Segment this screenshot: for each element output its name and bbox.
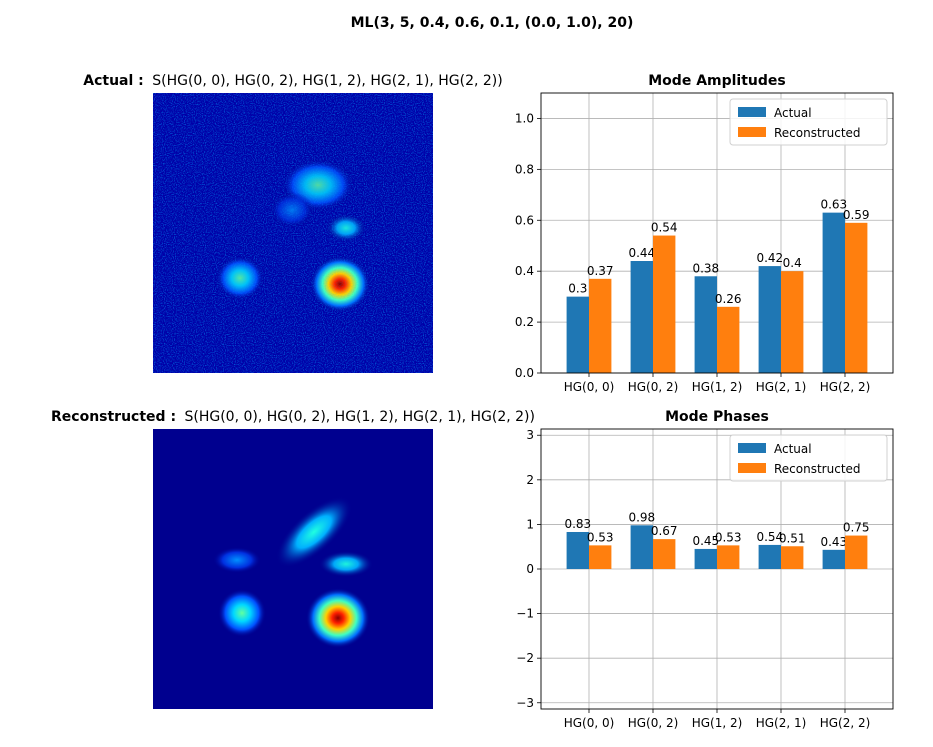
mode-amplitudes-chart: Mode Amplitudes 0.0 0.2 0.4 0.6 0.8 1.0 HG(0, 0… xyxy=(515,73,894,394)
bar-data-label: 0.53 xyxy=(715,530,742,544)
x-tick-label: HG(1, 2) xyxy=(692,380,743,394)
axes-frame xyxy=(540,428,894,710)
bar-data-label: 0.43 xyxy=(820,535,847,549)
bar-data-label: 0.83 xyxy=(564,517,591,531)
bar-actual-2 xyxy=(694,548,717,569)
bar-data-label: 0.44 xyxy=(628,246,655,260)
legend-swatch-actual xyxy=(738,107,766,117)
bar-data-label: 0.51 xyxy=(779,531,806,545)
y-tick-label: 1 xyxy=(526,517,534,531)
bar-reconstructed-0 xyxy=(589,545,612,569)
legend: Actual Reconstructed xyxy=(729,434,888,482)
mode-phases-chart: Mode Phases −3 −2 −1 0 1 2 3 HG(0, 0) HG(0, 2) HG(… xyxy=(516,409,894,730)
bar-data-label: 0.75 xyxy=(843,521,870,535)
y-tick-label: 3 xyxy=(526,428,534,442)
bar-data-label: 0.45 xyxy=(692,534,719,548)
figure-suptitle: ML(3, 5, 0.4, 0.6, 0.1, (0.0, 1.0), 20) xyxy=(351,15,634,31)
legend-swatch-reconstructed xyxy=(738,127,766,137)
reconstructed-image-title: Reconstructed : S(HG(0, 0), HG(0, 2), HG… xyxy=(51,409,535,425)
reconstructed-title-prefix: Reconstructed : xyxy=(51,409,176,425)
x-tick-label: HG(0, 0) xyxy=(564,716,615,730)
bar-data-label: 0.38 xyxy=(692,261,719,275)
x-tick-label: HG(2, 2) xyxy=(820,716,871,730)
y-tick-label: 1.0 xyxy=(515,111,534,125)
bar-data-label: 0.59 xyxy=(843,208,870,222)
bar-actual-0 xyxy=(566,531,589,569)
bar-data-label: 0.42 xyxy=(756,251,783,265)
bar-data-label: 0.26 xyxy=(715,292,742,306)
bar-data-label: 0.37 xyxy=(587,264,614,278)
bar-reconstructed-4 xyxy=(845,535,868,569)
bar-reconstructed-2 xyxy=(717,545,740,569)
actual-title-prefix: Actual : xyxy=(83,73,144,89)
legend-label: Actual xyxy=(774,106,812,120)
bar-data-label: 0.98 xyxy=(628,510,655,524)
y-tick-label: 0.0 xyxy=(515,366,534,380)
x-tick-label: HG(2, 1) xyxy=(756,380,807,394)
legend: Actual Reconstructed xyxy=(729,98,888,146)
reconstructed-title-text: S(HG(0, 0), HG(0, 2), HG(1, 2), HG(2, 1)… xyxy=(185,409,536,425)
bar-actual-3 xyxy=(758,266,781,373)
legend-swatch-reconstructed xyxy=(738,463,766,473)
bar-actual-1 xyxy=(630,525,653,569)
bar-data-label: 0.67 xyxy=(651,524,678,538)
bar-actual-0 xyxy=(566,296,589,373)
reconstructed-image-panel: Reconstructed : S(HG(0, 0), HG(0, 2), HG… xyxy=(51,409,535,709)
bar-data-label: 0.54 xyxy=(756,530,783,544)
bar-reconstructed-3 xyxy=(781,546,804,569)
legend-box xyxy=(729,98,888,146)
legend-label: Actual xyxy=(774,442,812,456)
y-tick-label: 0.4 xyxy=(515,264,534,278)
actual-image-title: Actual : S(HG(0, 0), HG(0, 2), HG(1, 2),… xyxy=(83,73,502,89)
bar-reconstructed-1 xyxy=(653,539,676,569)
bar-data-label: 0.63 xyxy=(820,198,847,212)
axes-frame xyxy=(540,92,894,374)
actual-image-panel: Actual : S(HG(0, 0), HG(0, 2), HG(1, 2),… xyxy=(83,73,503,373)
legend-label: Reconstructed xyxy=(774,126,861,140)
y-tick-label: 0.6 xyxy=(515,213,534,227)
bar-actual-4 xyxy=(822,549,845,569)
y-tick-label: −1 xyxy=(516,607,534,621)
y-tick-label: −2 xyxy=(516,651,534,665)
bar-data-label: 0.54 xyxy=(651,221,678,235)
bar-reconstructed-3 xyxy=(781,271,804,373)
actual-title-text: S(HG(0, 0), HG(0, 2), HG(1, 2), HG(2, 1)… xyxy=(152,73,503,89)
x-tick-label: HG(1, 2) xyxy=(692,716,743,730)
x-tick-label: HG(2, 1) xyxy=(756,716,807,730)
bar-reconstructed-0 xyxy=(589,278,612,373)
x-tick-label: HG(0, 0) xyxy=(564,380,615,394)
y-tick-label: 0 xyxy=(526,562,534,576)
bar-data-label: 0.3 xyxy=(568,282,587,296)
y-tick-label: 0.2 xyxy=(515,315,534,329)
chart-title: Mode Amplitudes xyxy=(648,73,786,89)
x-tick-label: HG(2, 2) xyxy=(820,380,871,394)
bar-data-label: 0.53 xyxy=(587,530,614,544)
y-tick-label: 0.8 xyxy=(515,162,534,176)
x-tick-label: HG(0, 2) xyxy=(628,380,679,394)
bar-actual-3 xyxy=(758,544,781,569)
bar-actual-1 xyxy=(630,261,653,373)
bar-reconstructed-4 xyxy=(845,222,868,373)
actual-intensity-map xyxy=(153,93,433,373)
y-tick-label: 2 xyxy=(526,473,534,487)
legend-box xyxy=(729,434,888,482)
legend-swatch-actual xyxy=(738,443,766,453)
x-tick-label: HG(0, 2) xyxy=(628,716,679,730)
reconstructed-intensity-map xyxy=(153,429,433,709)
bar-actual-2 xyxy=(694,276,717,373)
bar-actual-4 xyxy=(822,212,845,373)
legend-label: Reconstructed xyxy=(774,462,861,476)
y-tick-label: −3 xyxy=(516,696,534,710)
bar-reconstructed-2 xyxy=(717,306,740,373)
bar-data-label: 0.4 xyxy=(783,256,802,270)
chart-title: Mode Phases xyxy=(665,409,769,425)
bar-reconstructed-1 xyxy=(653,235,676,373)
